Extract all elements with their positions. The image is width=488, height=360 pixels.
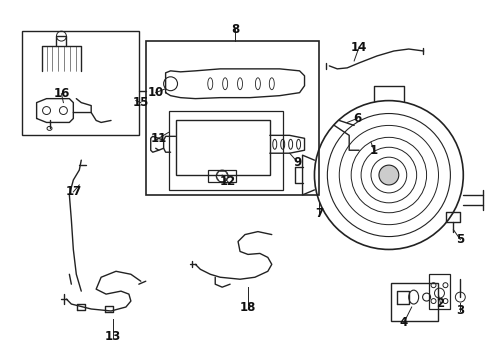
Text: 11: 11 (150, 132, 166, 145)
Bar (21, 31, 139, 135)
Text: 18: 18 (239, 301, 256, 314)
Bar (208, 170, 236, 182)
Bar (168, 111, 282, 190)
Bar (427, 274, 449, 309)
Circle shape (378, 165, 398, 185)
Text: 10: 10 (147, 86, 163, 99)
Text: 14: 14 (350, 41, 366, 54)
Bar (390, 283, 438, 321)
Text: 7: 7 (315, 207, 323, 220)
Bar (145, 41, 319, 195)
Text: 6: 6 (352, 112, 361, 125)
Text: 1: 1 (369, 144, 377, 157)
Text: 3: 3 (455, 305, 464, 318)
Text: 16: 16 (53, 87, 69, 100)
Text: 12: 12 (220, 175, 236, 189)
Text: 2: 2 (435, 297, 444, 310)
Text: 5: 5 (455, 233, 464, 246)
Text: 17: 17 (65, 185, 81, 198)
Text: 15: 15 (132, 96, 149, 109)
Text: 13: 13 (105, 330, 121, 343)
Bar (175, 121, 269, 175)
Text: 4: 4 (399, 316, 407, 329)
Text: 8: 8 (230, 23, 239, 36)
Text: 9: 9 (293, 156, 301, 168)
